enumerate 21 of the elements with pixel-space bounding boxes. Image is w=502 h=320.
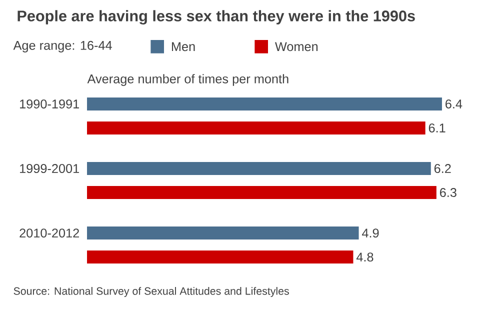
bar [87, 97, 442, 110]
data-label: 6.1 [428, 124, 446, 132]
data-label: 6.2 [434, 164, 451, 174]
y-tick-label: 1990-1991 [20, 100, 79, 108]
data-label: 6.3 [440, 188, 456, 198]
legend-label: Women [275, 42, 318, 52]
data-label: 6.4 [446, 100, 462, 108]
bar [87, 250, 354, 264]
bar [87, 186, 436, 200]
chart-title: People are having less sex than they were in the 1990s [18, 10, 415, 24]
y-tick-label: 1999-2001 [20, 164, 79, 174]
data-label: 4.8 [356, 252, 374, 262]
chart-subtitle: Average number of times per month [87, 74, 288, 86]
data-label: 4.9 [362, 228, 379, 238]
legend-label: Men [172, 42, 195, 52]
legend-title: Age range: 16-44 [13, 40, 112, 52]
source-note: Source: National Survey of Sexual Attitudes and Lifestyles [14, 287, 289, 297]
bar [87, 121, 426, 134]
bar [87, 226, 359, 240]
y-tick-label: 2010-2012 [20, 228, 79, 238]
bar [87, 162, 431, 176]
